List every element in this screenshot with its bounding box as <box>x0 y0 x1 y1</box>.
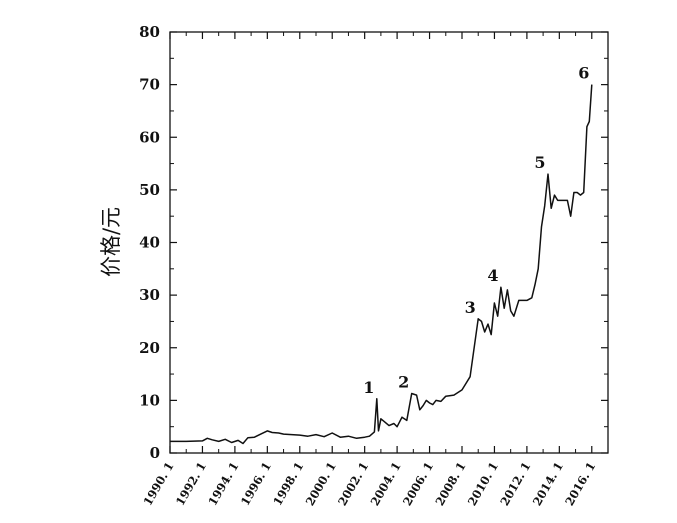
x-tick-label: 2004. 1 <box>368 460 404 509</box>
y-tick-label: 80 <box>139 23 160 41</box>
x-tick-label: 1990. 1 <box>140 460 176 509</box>
y-tick-label: 70 <box>139 76 160 94</box>
x-tick-label: 2014. 1 <box>530 460 566 509</box>
y-tick-label: 20 <box>139 339 160 357</box>
peak-annotation: 2 <box>398 373 409 392</box>
x-tick-label: 2006. 1 <box>400 460 436 509</box>
plot-frame <box>169 31 609 454</box>
x-tick-label: 2000. 1 <box>303 460 339 509</box>
y-axis-label: 价格/元 <box>99 207 123 277</box>
peak-annotation: 6 <box>578 64 589 83</box>
x-tick-label: 2010. 1 <box>465 460 501 509</box>
y-tick-label: 40 <box>139 234 160 252</box>
x-tick-label: 2008. 1 <box>432 460 468 509</box>
y-tick-label: 60 <box>139 128 160 146</box>
x-tick-label: 1994. 1 <box>205 460 241 509</box>
x-tick-label: 1992. 1 <box>173 460 209 509</box>
peak-annotation: 4 <box>487 266 498 285</box>
x-tick-label: 1996. 1 <box>238 460 274 509</box>
x-tick-label: 2012. 1 <box>497 460 533 509</box>
y-tick-label: 50 <box>139 181 160 199</box>
peak-annotation: 3 <box>465 298 476 317</box>
x-tick-label: 1998. 1 <box>270 460 306 509</box>
series-line <box>170 84 593 445</box>
peak-annotation: 5 <box>534 153 545 172</box>
peak-annotation: 1 <box>363 378 374 397</box>
x-tick-label: 2016. 1 <box>562 460 598 509</box>
y-tick-label: 0 <box>150 444 160 462</box>
y-tick-label: 30 <box>139 286 160 304</box>
x-tick-label: 2002. 1 <box>335 460 371 509</box>
y-tick-label: 10 <box>139 391 160 409</box>
